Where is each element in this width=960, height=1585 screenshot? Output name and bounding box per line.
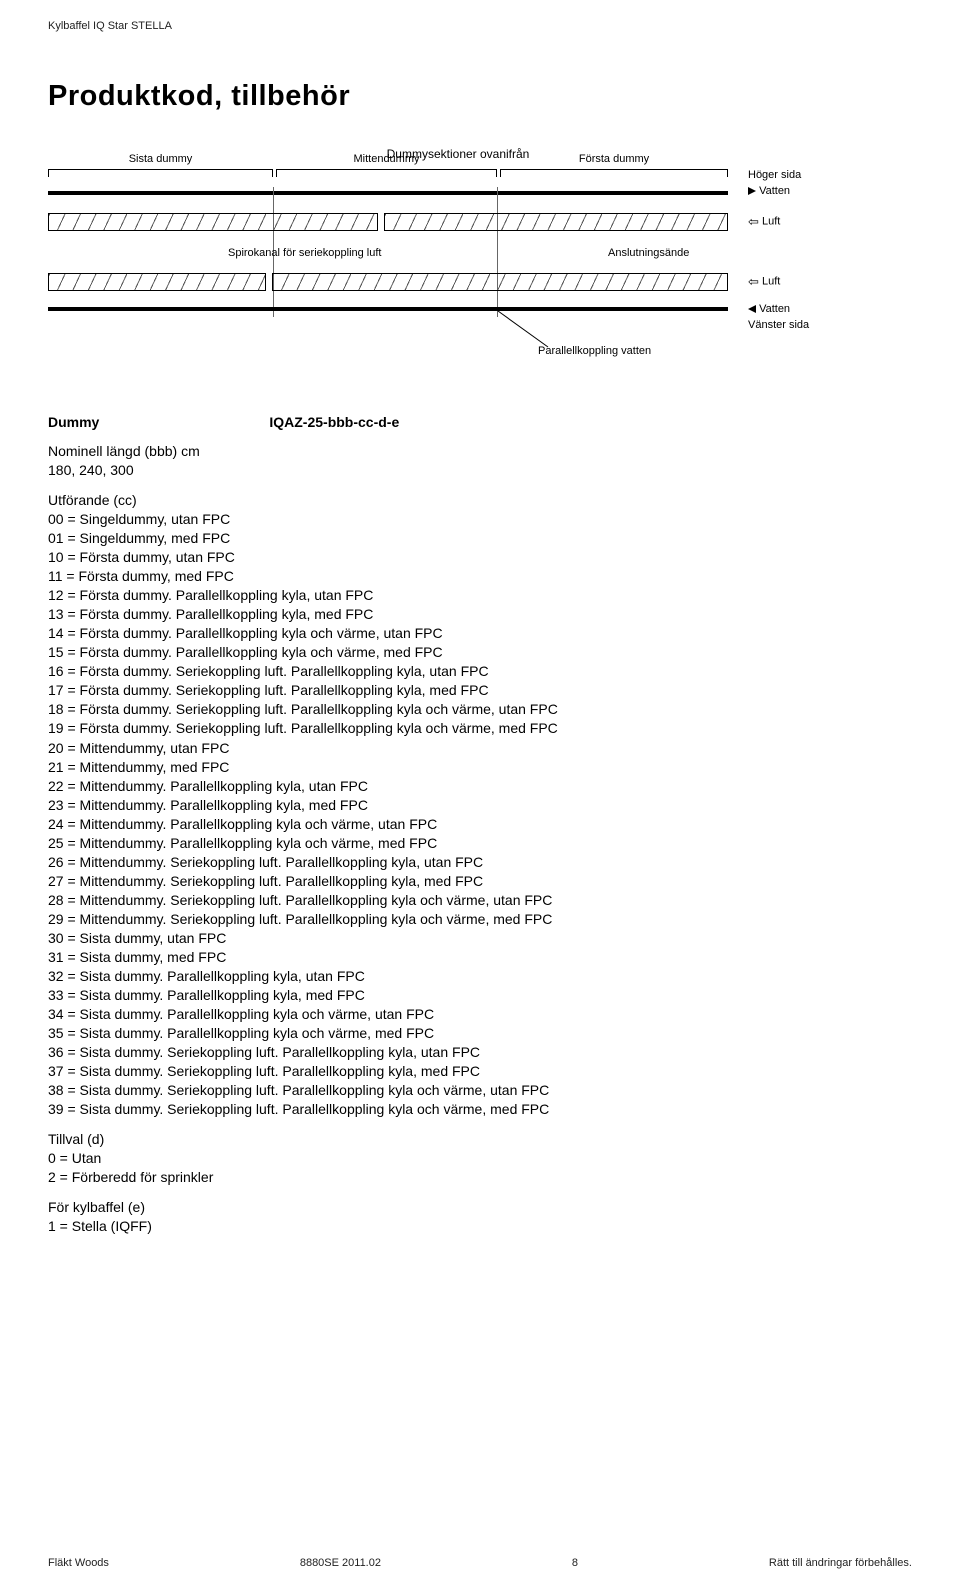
for-kyl-item-0: 1 = Stella (IQFF) bbox=[48, 1217, 912, 1236]
footer-left: Fläkt Woods bbox=[48, 1557, 109, 1569]
utforande-item-18: 26 = Mittendummy. Seriekoppling luft. Pa… bbox=[48, 853, 912, 872]
utforande-item-27: 35 = Sista dummy. Parallellkoppling kyla… bbox=[48, 1024, 912, 1043]
utforande-title: Utförande (cc) bbox=[48, 491, 912, 510]
utforande-item-21: 29 = Mittendummy. Seriekoppling luft. Pa… bbox=[48, 910, 912, 929]
arrow-hollow-left-icon-2: ⇦ bbox=[748, 275, 759, 288]
product-code: IQAZ-25-bbb-cc-d-e bbox=[269, 413, 399, 432]
nominell-values: 180, 240, 300 bbox=[48, 461, 912, 480]
utforande-item-25: 33 = Sista dummy. Parallellkoppling kyla… bbox=[48, 986, 912, 1005]
utforande-item-29: 37 = Sista dummy. Seriekoppling luft. Pa… bbox=[48, 1062, 912, 1081]
tillval-item-1: 2 = Förberedd för sprinkler bbox=[48, 1168, 912, 1187]
utforande-item-3: 11 = Första dummy, med FPC bbox=[48, 567, 912, 586]
utforande-item-12: 20 = Mittendummy, utan FPC bbox=[48, 739, 912, 758]
utforande-item-23: 31 = Sista dummy, med FPC bbox=[48, 948, 912, 967]
utforande-item-8: 16 = Första dummy. Seriekoppling luft. P… bbox=[48, 662, 912, 681]
tillval-title: Tillval (d) bbox=[48, 1130, 912, 1149]
dummy-label: Dummy bbox=[48, 413, 99, 432]
utforande-item-22: 30 = Sista dummy, utan FPC bbox=[48, 929, 912, 948]
label-spiro: Spirokanal för seriekoppling luft bbox=[228, 247, 381, 259]
utforande-item-20: 28 = Mittendummy. Seriekoppling luft. Pa… bbox=[48, 891, 912, 910]
label-vanster-sida: Vänster sida bbox=[748, 319, 809, 331]
page-footer: Fläkt Woods 8880SE 2011.02 8 Rätt till ä… bbox=[48, 1557, 912, 1569]
doc-header: Kylbaffel IQ Star STELLA bbox=[48, 20, 912, 32]
luft-text-1: Luft bbox=[762, 215, 780, 227]
hatch-row1-a bbox=[48, 213, 378, 231]
label-vatten-bottom: Vatten bbox=[748, 303, 790, 315]
utforande-item-7: 15 = Första dummy. Parallellkoppling kyl… bbox=[48, 643, 912, 662]
label-luft-1: ⇦ Luft bbox=[748, 215, 780, 228]
nominell-title: Nominell längd (bbb) cm bbox=[48, 442, 912, 461]
for-kyl-list: 1 = Stella (IQFF) bbox=[48, 1217, 912, 1236]
footer-right: Rätt till ändringar förbehålles. bbox=[769, 1557, 912, 1569]
vdiv-2 bbox=[497, 187, 498, 317]
utforande-item-5: 13 = Första dummy. Parallellkoppling kyl… bbox=[48, 605, 912, 624]
utforande-item-0: 00 = Singeldummy, utan FPC bbox=[48, 510, 912, 529]
vatten-text-2: Vatten bbox=[759, 303, 790, 315]
utforande-item-16: 24 = Mittendummy. Parallellkoppling kyla… bbox=[48, 815, 912, 834]
utforande-item-24: 32 = Sista dummy. Parallellkoppling kyla… bbox=[48, 967, 912, 986]
hatch-row2-a bbox=[48, 273, 266, 291]
utforande-item-31: 39 = Sista dummy. Seriekoppling luft. Pa… bbox=[48, 1100, 912, 1119]
utforande-item-11: 19 = Första dummy. Seriekoppling luft. P… bbox=[48, 719, 912, 738]
utforande-item-4: 12 = Första dummy. Parallellkoppling kyl… bbox=[48, 586, 912, 605]
tillval-item-0: 0 = Utan bbox=[48, 1149, 912, 1168]
section-label-1: Mittendummy bbox=[353, 153, 419, 165]
utforande-item-28: 36 = Sista dummy. Seriekoppling luft. Pa… bbox=[48, 1043, 912, 1062]
arrow-right-icon bbox=[748, 187, 756, 195]
utforande-item-9: 17 = Första dummy. Seriekoppling luft. P… bbox=[48, 681, 912, 700]
utforande-item-14: 22 = Mittendummy. Parallellkoppling kyla… bbox=[48, 777, 912, 796]
for-kyl-title: För kylbaffel (e) bbox=[48, 1198, 912, 1217]
utforande-item-17: 25 = Mittendummy. Parallellkoppling kyla… bbox=[48, 834, 912, 853]
label-hoger-sida: Höger sida bbox=[748, 169, 801, 181]
utforande-item-30: 38 = Sista dummy. Seriekoppling luft. Pa… bbox=[48, 1081, 912, 1100]
utforande-item-15: 23 = Mittendummy. Parallellkoppling kyla… bbox=[48, 796, 912, 815]
utforande-item-1: 01 = Singeldummy, med FPC bbox=[48, 529, 912, 548]
utforande-item-26: 34 = Sista dummy. Parallellkoppling kyla… bbox=[48, 1005, 912, 1024]
section-brackets: Sista dummy Mittendummy Första dummy bbox=[48, 169, 728, 187]
utforande-item-6: 14 = Första dummy. Parallellkoppling kyl… bbox=[48, 624, 912, 643]
utforande-item-13: 21 = Mittendummy, med FPC bbox=[48, 758, 912, 777]
top-solid-bar bbox=[48, 191, 728, 195]
hatch-row1-b bbox=[384, 213, 728, 231]
vatten-text-1: Vatten bbox=[759, 185, 790, 197]
arrow-hollow-left-icon: ⇦ bbox=[748, 215, 759, 228]
utforande-list: 00 = Singeldummy, utan FPC01 = Singeldum… bbox=[48, 510, 912, 1119]
utforande-item-2: 10 = Första dummy, utan FPC bbox=[48, 548, 912, 567]
page-title: Produktkod, tillbehör bbox=[48, 80, 912, 113]
utforande-item-10: 18 = Första dummy. Seriekoppling luft. P… bbox=[48, 700, 912, 719]
footer-mid: 8880SE 2011.02 bbox=[300, 1557, 381, 1569]
section-label-2: Första dummy bbox=[579, 153, 649, 165]
spec-body: Dummy IQAZ-25-bbb-cc-d-e Nominell längd … bbox=[48, 413, 912, 1236]
arrow-left-icon bbox=[748, 305, 756, 313]
utforande-item-19: 27 = Mittendummy. Seriekoppling luft. Pa… bbox=[48, 872, 912, 891]
label-vatten-top: Vatten bbox=[748, 185, 790, 197]
luft-text-2: Luft bbox=[762, 275, 780, 287]
hatch-row2-b bbox=[272, 273, 728, 291]
footer-page: 8 bbox=[572, 1557, 578, 1569]
tillval-list: 0 = Utan2 = Förberedd för sprinkler bbox=[48, 1149, 912, 1187]
section-label-0: Sista dummy bbox=[129, 153, 193, 165]
label-parallel: Parallellkoppling vatten bbox=[538, 345, 651, 357]
top-diagram: Dummysektioner ovanifrån Sista dummy Mit… bbox=[48, 147, 868, 387]
label-luft-2: ⇦ Luft bbox=[748, 275, 780, 288]
label-anslut: Anslutningsände bbox=[608, 247, 689, 259]
